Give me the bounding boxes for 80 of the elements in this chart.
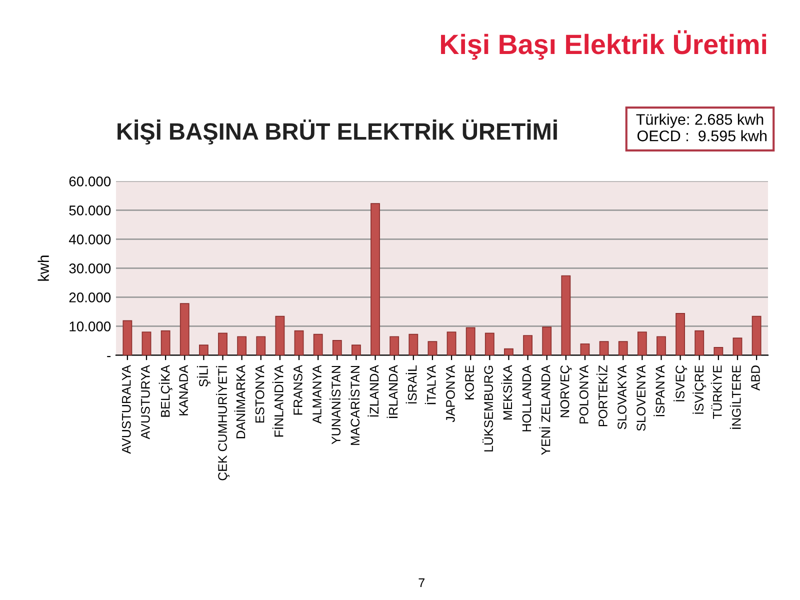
x-tick-label: TÜRKİYE	[710, 365, 722, 419]
bar	[256, 336, 266, 356]
x-tick-label: POLONYA	[579, 364, 588, 424]
y-tick-label: 30.000	[69, 264, 111, 274]
bar	[446, 332, 456, 356]
x-tick-label: MEKSİKA	[501, 364, 512, 420]
x-tick-label: MACARİSTAN	[348, 366, 360, 445]
bar	[275, 316, 285, 356]
x-tick-label: FRANSA	[294, 364, 302, 415]
y-tick-label: 10.000	[70, 322, 111, 332]
bar	[160, 330, 170, 356]
x-tick-label: İNGİLTERE	[730, 365, 741, 429]
x-tick-label: YUNANİSTAN	[330, 366, 340, 444]
x-tick-label: ESTONYA	[255, 364, 264, 422]
x-tick-label: SLOVAKYA	[618, 364, 626, 430]
bar	[370, 203, 380, 356]
bar	[523, 335, 532, 356]
bar	[542, 326, 552, 356]
x-tick-label: SLOVENYA	[636, 364, 646, 431]
x-tick-label: İRLANDA	[386, 364, 398, 418]
bar	[637, 332, 647, 356]
x-tick-label: PORTEKİZ	[596, 365, 608, 426]
x-tick-label: AVUSTURALYA	[122, 364, 131, 454]
y-tick-label: 50.000	[69, 206, 111, 216]
x-tick-label: İZLANDA	[368, 364, 379, 417]
bar	[408, 334, 418, 356]
bar	[752, 316, 762, 356]
x-tick-label: ÇEK CUMHURİYETİ	[216, 366, 230, 480]
bar	[332, 340, 342, 356]
x-tick-label: KORE	[465, 365, 474, 400]
x-tick-label: KANADA	[179, 364, 188, 416]
y-tick-label: 60.000	[69, 176, 111, 186]
x-tick-label: ALMANYA	[312, 364, 322, 424]
bar	[599, 341, 609, 356]
bar	[218, 332, 228, 356]
x-tick-label: LÜKSEMBURG	[482, 366, 494, 452]
x-tick-label: DANİMARKA	[234, 364, 246, 438]
bar	[237, 336, 247, 356]
x-tick-label: HOLLANDA	[522, 364, 532, 432]
bar	[580, 343, 590, 356]
text: 7	[418, 578, 424, 588]
bar	[294, 330, 304, 356]
bar	[561, 275, 571, 356]
bar	[484, 332, 494, 356]
chart-title: Kişi Başı Elektrik Üretimi	[441, 30, 766, 60]
y-tick-label: 40.000	[68, 234, 111, 244]
y-axis-title: kwh	[38, 256, 49, 281]
x-tick-label: ABD	[751, 366, 760, 391]
bar	[180, 303, 190, 356]
bar	[390, 336, 400, 356]
x-tick-label: JAPONYA	[446, 364, 455, 422]
x-tick-label: İSVEÇ	[674, 365, 688, 402]
chart-subtitle: KİŞİ BAŞINA BRÜT ELEKTRİK ÜRETİMİ	[118, 119, 557, 145]
x-tick-label: İSPANYA	[654, 364, 665, 416]
x-tick-label: İSVİÇRE	[692, 365, 706, 414]
bar	[618, 341, 628, 356]
text: Türkiye: 2.685 kwh OECD : 9.595 kwh	[636, 114, 767, 142]
x-tick-label: AVUSTURYA	[141, 364, 150, 440]
x-tick-label: BELÇİKA	[158, 364, 172, 417]
bar	[466, 327, 476, 356]
x-tick-label: NORVEÇ	[560, 365, 572, 418]
bar	[504, 348, 514, 356]
bar	[313, 334, 323, 356]
x-tick-label: ŞİLİ	[196, 366, 210, 387]
bar	[198, 344, 208, 356]
x-tick-label: İTALYA	[424, 364, 436, 404]
bar	[428, 341, 438, 356]
x-tick-label: YENİ ZELANDA	[539, 364, 550, 455]
bar	[656, 336, 666, 356]
bar	[732, 338, 742, 356]
bar	[142, 332, 152, 356]
bar	[122, 320, 132, 356]
y-tick-label: 20.000	[69, 292, 111, 302]
bar	[352, 344, 361, 356]
bar	[676, 313, 686, 356]
bar	[714, 346, 724, 356]
bar	[694, 330, 704, 356]
y-tick-label: -	[107, 356, 111, 358]
x-tick-label: İSRAİL	[406, 365, 417, 404]
x-tick-label: FİNLANDİYA	[272, 364, 284, 437]
